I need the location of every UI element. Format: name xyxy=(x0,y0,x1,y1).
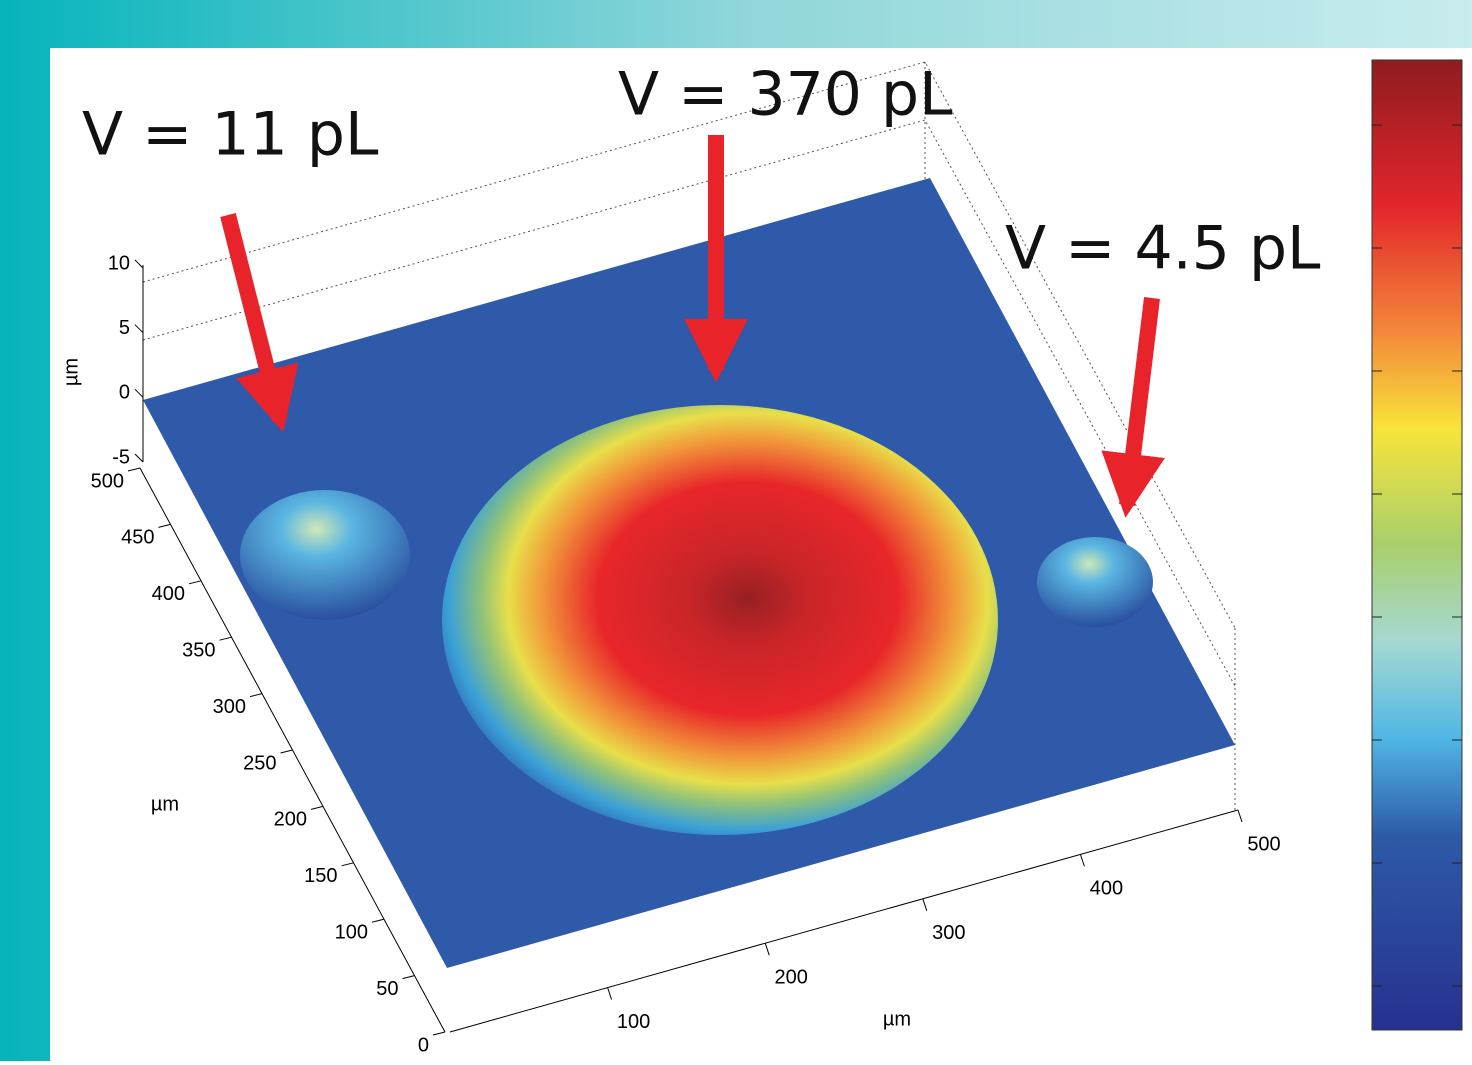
y-tick-label: 500 xyxy=(91,470,124,492)
x-axis-label: µm xyxy=(883,1008,911,1030)
droplet-4-5pl xyxy=(1037,537,1153,627)
annotation: V = 4.5 pL xyxy=(1005,214,1321,284)
droplet-11pl xyxy=(240,490,410,620)
z-tick-label: 10 xyxy=(108,252,130,274)
annotation: V = 370 pL xyxy=(618,60,953,130)
figure: V = 11 pL V = 370 pL V = 4.5 pL µm µm µm… xyxy=(0,0,1472,1061)
x-tick-label: 200 xyxy=(775,966,808,988)
y-tick-label: 350 xyxy=(182,639,215,661)
y-tick-label: 150 xyxy=(304,865,337,887)
y-tick-label: 0 xyxy=(418,1034,429,1056)
x-tick-label: 300 xyxy=(932,922,965,944)
colorbar xyxy=(1372,60,1462,1030)
y-tick-label: 300 xyxy=(213,696,246,718)
x-tick-label: 500 xyxy=(1247,833,1280,855)
y-tick-label: 450 xyxy=(121,527,154,549)
z-tick-label: 5 xyxy=(119,317,130,339)
annotation: V = 11 pL xyxy=(82,100,379,170)
x-tick-label: 400 xyxy=(1090,878,1123,900)
z-tick-label: 0 xyxy=(119,382,130,404)
droplet-large xyxy=(442,405,998,835)
y-tick-label: 100 xyxy=(335,921,368,943)
y-tick-label: 50 xyxy=(376,978,398,1000)
y-tick-label: 200 xyxy=(274,809,307,831)
x-tick-label: 100 xyxy=(617,1011,650,1033)
y-tick-label: 400 xyxy=(152,583,185,605)
z-tick-label: -5 xyxy=(112,446,130,468)
page: V = 11 pL V = 370 pL V = 4.5 pL µm µm µm… xyxy=(0,0,1472,1061)
z-axis-label: µm xyxy=(60,358,82,386)
y-axis-label: µm xyxy=(151,793,179,815)
y-tick-label: 250 xyxy=(243,752,276,774)
